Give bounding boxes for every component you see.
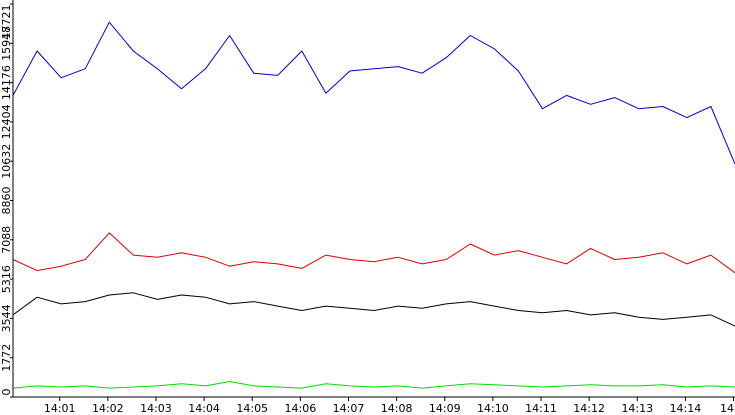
x-tick-label: 14:14 [670, 402, 702, 415]
y-tick-label: 3544 [0, 304, 13, 332]
y-tick-label: 17721 [0, 5, 13, 40]
x-tick-label: 14:04 [188, 402, 220, 415]
x-tick-label: 14:03 [140, 402, 172, 415]
x-tick-label: 14 [720, 402, 734, 415]
x-tick-label: 14:08 [381, 402, 413, 415]
plot-lines [12, 21, 735, 389]
y-tick-label: 14176 [0, 65, 13, 100]
x-tick-label: 14:10 [477, 402, 509, 415]
x-tick-label: 14:02 [92, 402, 124, 415]
y-tick-label: 10632 [0, 144, 13, 179]
x-axis-band [0, 398, 735, 415]
y-tick-label: 7088 [0, 226, 13, 254]
series-line-4 [12, 381, 735, 389]
y-tick-label: 15948 [0, 26, 13, 61]
series-line-1 [12, 21, 735, 165]
x-tick-label: 14:13 [621, 402, 653, 415]
y-tick-label: 1772 [0, 344, 13, 372]
x-axis-ticks: 14:01 14:02 14:03 14:04 14:05 14:06 14:07 14:08… [44, 397, 735, 415]
x-tick-label: 14:05 [236, 402, 268, 415]
y-tick-label: 8860 [0, 187, 13, 215]
x-tick-label: 14:09 [429, 402, 461, 415]
x-tick-label: 14:12 [573, 402, 605, 415]
series-line-3 [12, 292, 735, 327]
y-tick-label: 12404 [0, 104, 13, 139]
x-tick-label: 14:11 [525, 402, 557, 415]
y-axis-ticks: 0 1772 3544 5316 7088 8860 10632 12404 14176 1594… [0, 3, 13, 398]
y-tick-label: 5316 [0, 265, 13, 293]
series-line-2 [12, 232, 735, 274]
x-tick-label: 14:07 [333, 402, 365, 415]
x-tick-label: 14:06 [285, 402, 317, 415]
x-tick-label: 14:01 [44, 402, 76, 415]
y-tick-label: 0 [0, 389, 13, 396]
